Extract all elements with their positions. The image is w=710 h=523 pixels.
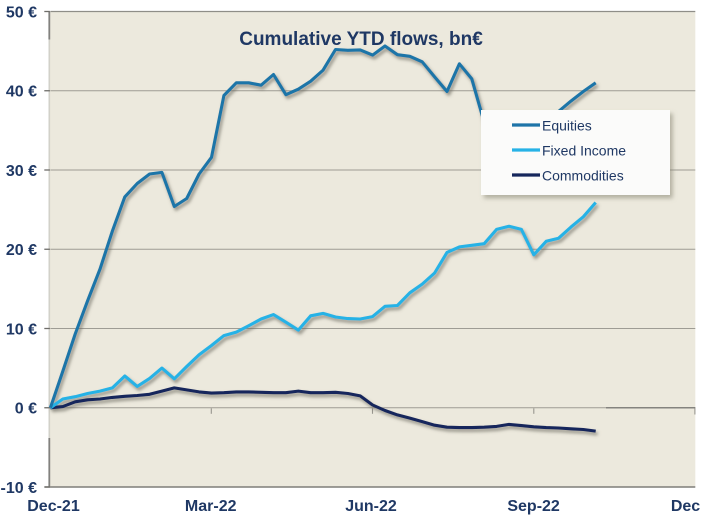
svg-text:Dec: Dec (671, 498, 700, 515)
svg-text:Cumulative YTD flows, bn€: Cumulative YTD flows, bn€ (239, 29, 483, 50)
svg-text:40 €: 40 € (6, 84, 37, 101)
svg-text:Mar-22: Mar-22 (185, 498, 237, 515)
svg-text:50 €: 50 € (6, 4, 37, 21)
svg-text:Equities: Equities (542, 118, 592, 134)
svg-text:-10 €: -10 € (1, 480, 38, 497)
svg-text:30 €: 30 € (6, 163, 37, 180)
svg-text:Sep-22: Sep-22 (507, 498, 560, 515)
svg-text:Jun-22: Jun-22 (345, 498, 397, 515)
svg-text:Dec-21: Dec-21 (27, 498, 80, 515)
svg-text:10 €: 10 € (6, 321, 37, 338)
svg-text:20 €: 20 € (6, 242, 37, 259)
svg-text:0 €: 0 € (15, 401, 37, 418)
svg-text:Fixed Income: Fixed Income (542, 143, 626, 159)
svg-text:Commodities: Commodities (542, 168, 624, 184)
